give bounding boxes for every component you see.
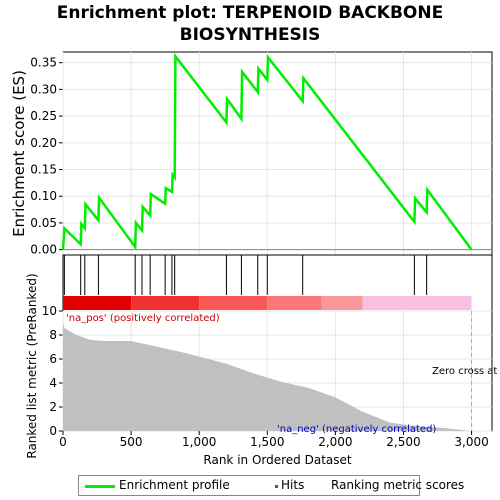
heatmap-band: [199, 296, 268, 310]
legend-hits-swatch: [275, 485, 278, 488]
heatmap-band: [362, 296, 472, 310]
zero-cross-label: Zero cross at 3: [432, 366, 500, 377]
metric-xlabel: Rank in Ordered Dataset: [203, 453, 351, 467]
neg-corr-label: 'na_neg' (negatively correlated): [277, 424, 436, 435]
es-plot-frame: [62, 51, 493, 256]
metric-area: [63, 323, 472, 431]
legend-es-label: Enrichment profile: [119, 478, 230, 492]
es-ytick-label: 0.00: [30, 243, 57, 257]
legend-metric-label: Ranking metric scores: [331, 478, 465, 492]
metric-ytick-label: 0: [49, 424, 57, 438]
es-ylabel: Enrichment score (ES): [10, 70, 28, 237]
heatmap-band: [63, 296, 132, 310]
metric-ylabel: Ranked list metric (PreRanked): [25, 273, 39, 458]
chart-title-line1: Enrichment plot: TERPENOID BACKBONE: [56, 3, 444, 23]
metric-ytick-label: 4: [49, 376, 57, 390]
metric-panel: 0 2 4 6 8 10 0 500 1,000 1,500 2,000 2,500 3,000 Zero…: [25, 273, 500, 467]
metric-xtick-label: 2,000: [318, 435, 352, 449]
es-ytick-label: 0.20: [30, 136, 57, 150]
metric-xtick-label: 2,500: [386, 435, 420, 449]
legend: Enrichment profile Hits Ranking metric s…: [78, 475, 464, 496]
es-ytick-label: 0.25: [30, 109, 57, 123]
heatmap-band: [321, 296, 363, 310]
es-ytick-label: 0.35: [30, 56, 57, 70]
metric-ytick-label: 6: [49, 352, 57, 366]
legend-es-swatch: [85, 485, 115, 488]
metric-ytick-label: 8: [49, 328, 57, 342]
es-ytick-label: 0.05: [30, 216, 57, 230]
legend-hits-label: Hits: [281, 478, 305, 492]
chart-title-line2: BIOSYNTHESIS: [179, 25, 321, 45]
heatmap-band: [267, 296, 322, 310]
es-ytick-label: 0.15: [30, 163, 57, 177]
metric-xtick-label: 500: [120, 435, 143, 449]
metric-xtick-label: 0: [59, 435, 67, 449]
es-ytick-label: 0.10: [30, 189, 57, 203]
metric-ytick-label: 2: [49, 400, 57, 414]
es-ytick-label: 0.30: [30, 82, 57, 96]
heatmap-band: [131, 296, 200, 310]
metric-xtick-label: 1,000: [182, 435, 216, 449]
es-enrichment-line: [61, 52, 473, 251]
es-panel: 0.00 0.05 0.10 0.15 0.20 0.25 0.30 0.35Enrichme…: [10, 51, 493, 257]
hits-panel: [62, 254, 493, 312]
metric-ytick-label: 10: [42, 304, 57, 318]
metric-xtick-label: 3,000: [454, 435, 488, 449]
pos-corr-label: 'na_pos' (positively correlated): [66, 313, 220, 324]
metric-xtick-label: 1,500: [250, 435, 284, 449]
